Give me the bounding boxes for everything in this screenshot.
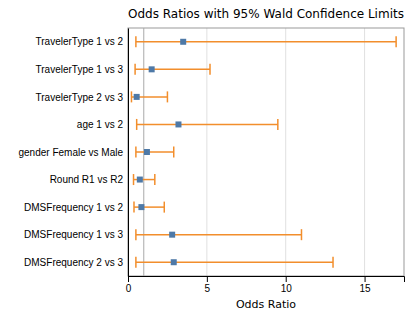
ci-cap-upper <box>167 91 169 102</box>
row <box>135 64 210 75</box>
row <box>137 119 278 130</box>
x-tick-label: 0 <box>126 283 132 294</box>
grid-line <box>364 28 365 276</box>
x-tick-mark <box>207 276 208 282</box>
x-axis: 0 5 10 15 <box>126 276 405 294</box>
row <box>134 174 155 185</box>
point <box>169 232 175 238</box>
y-tick: DMSFrequency 2 vs 3 <box>24 257 128 268</box>
title: Odds Ratios with 95% Wald Confidence Lim… <box>128 7 404 21</box>
y-tick: TravelerType 1 vs 3 <box>36 64 128 75</box>
x-tick: 15 <box>360 276 372 294</box>
ci-cap-lower <box>136 119 138 130</box>
ci-cap-upper <box>154 174 156 185</box>
ci-cap-upper <box>395 36 397 47</box>
x-tick-label: 15 <box>360 283 372 294</box>
grid <box>128 28 365 276</box>
y-tick-label: Round R1 vs R2 <box>50 174 124 185</box>
ci-cap-upper <box>301 229 303 240</box>
y-tick: TravelerType 2 vs 3 <box>36 92 128 103</box>
y-tick-label: DMSFrequency 1 vs 2 <box>24 202 123 213</box>
x-tick-label: 10 <box>281 283 293 294</box>
point <box>171 259 177 265</box>
point <box>144 149 150 155</box>
point <box>138 204 144 210</box>
ci-cap-lower <box>135 36 137 47</box>
ci-line <box>134 179 155 181</box>
y-axis: TravelerType 1 vs 2 TravelerType 1 vs 3 Tr… <box>19 29 129 277</box>
y-tick: Round R1 vs R2 <box>50 174 128 185</box>
y-tick-label: TravelerType 2 vs 3 <box>36 92 124 103</box>
y-tick-label: TravelerType 1 vs 2 <box>36 36 124 47</box>
x-tick: 5 <box>205 276 211 294</box>
ci-line <box>136 41 396 43</box>
row <box>134 202 164 213</box>
ci-line <box>137 124 278 126</box>
y-tick: gender Female vs Male <box>19 147 129 158</box>
grid-line <box>206 28 207 276</box>
ci-cap-lower <box>131 91 133 102</box>
row <box>131 91 167 102</box>
x-tick-mark <box>128 276 129 282</box>
y-axis-line <box>128 29 129 277</box>
y-tick-label: TravelerType 1 vs 3 <box>36 64 124 75</box>
plot: 051015TravelerType 1 vs 2TravelerType 1 … <box>19 28 405 294</box>
ci-line <box>136 234 302 236</box>
x-tick: 0 <box>126 276 132 294</box>
ci-cap-upper <box>173 146 175 157</box>
point <box>149 66 155 72</box>
x-axis-line <box>129 277 405 283</box>
ci-cap-upper <box>332 257 334 268</box>
y-tick-label: DMSFrequency 2 vs 3 <box>24 257 123 268</box>
ci-line <box>135 69 210 71</box>
x-tick-mark <box>365 276 366 282</box>
y-tick-label: age 1 vs 2 <box>77 119 124 130</box>
ci-line <box>136 151 174 153</box>
y-tick: DMSFrequency 1 vs 2 <box>24 202 128 213</box>
y-tick: DMSFrequency 1 vs 3 <box>24 229 128 240</box>
ci-cap-lower <box>133 174 135 185</box>
ci-cap-upper <box>277 119 279 130</box>
ci-line <box>136 261 333 263</box>
point <box>137 177 143 183</box>
row <box>136 257 333 268</box>
grid-line <box>285 28 286 276</box>
row <box>136 146 174 157</box>
y-tick: age 1 vs 2 <box>77 119 128 130</box>
x-axis-title: Odds Ratio <box>236 298 296 311</box>
row <box>136 36 396 47</box>
marks <box>131 28 396 276</box>
y-tick-label: gender Female vs Male <box>19 147 124 158</box>
chart: 051015TravelerType 1 vs 2TravelerType 1 … <box>0 0 420 316</box>
plot-frame <box>128 28 404 276</box>
ci-cap-lower <box>134 64 136 75</box>
row <box>136 229 302 240</box>
point <box>134 94 140 100</box>
point <box>180 39 186 45</box>
ci-cap-lower <box>133 202 135 213</box>
x-tick-label: 5 <box>205 283 211 294</box>
x-tick-mark <box>286 276 287 282</box>
ci-cap-lower <box>135 257 137 268</box>
y-tick: TravelerType 1 vs 2 <box>36 36 128 47</box>
y-tick-label: DMSFrequency 1 vs 3 <box>24 229 123 240</box>
ci-cap-lower <box>135 229 137 240</box>
ci-cap-upper <box>209 64 211 75</box>
x-tick: 10 <box>281 276 293 294</box>
ci-cap-lower <box>135 146 137 157</box>
point <box>175 121 181 127</box>
ci-cap-upper <box>164 202 166 213</box>
